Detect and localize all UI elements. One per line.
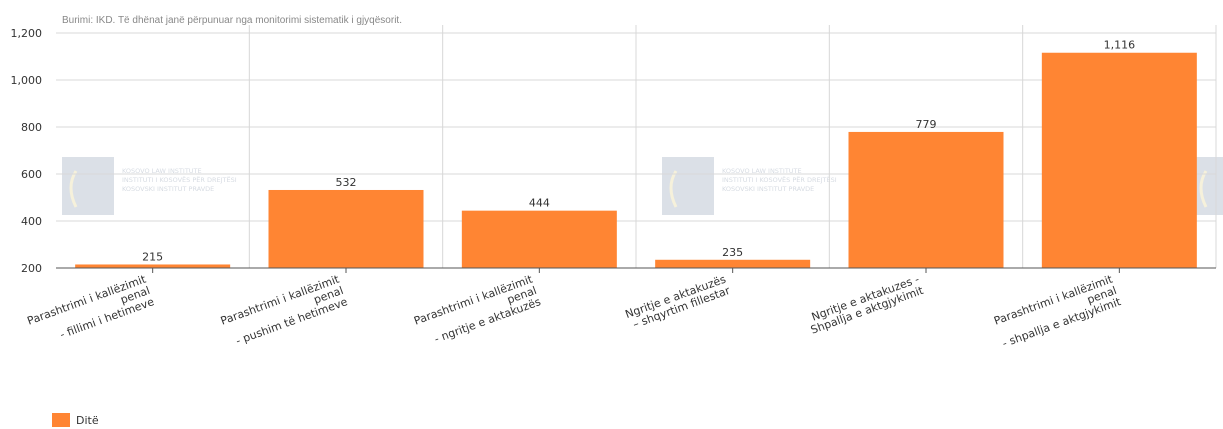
data-labels: 215 532 444 235 779 1,116	[142, 39, 1135, 264]
data-label: 779	[916, 118, 937, 131]
y-tick-label: 1,000	[11, 74, 43, 87]
data-label: 215	[142, 250, 163, 263]
legend[interactable]: Ditë	[52, 413, 99, 427]
watermark-text: INSTITUTI I KOSOVËS PËR DREJTËSI	[122, 175, 237, 184]
data-label: 532	[336, 176, 357, 189]
bar[interactable]	[75, 264, 231, 268]
data-label: 444	[529, 197, 550, 210]
bar[interactable]	[268, 189, 424, 268]
x-tick-label: Ngritje e aktakuzes -Shpallja e aktgjyki…	[805, 272, 926, 336]
watermark-text: KOSOVSKI INSTITUT PRAVDE	[122, 185, 214, 193]
data-label: 235	[722, 246, 743, 259]
y-tick-label: 800	[21, 121, 42, 134]
bar[interactable]	[461, 210, 617, 268]
watermark-text: KOSOVO LAW INSTITUTE	[722, 167, 802, 175]
x-tick-label: Parashtrimi i kallëzimitpenal- shpallja …	[992, 272, 1123, 350]
bar[interactable]	[1041, 52, 1197, 268]
legend-swatch	[52, 413, 70, 427]
y-tick-label: 600	[21, 168, 42, 181]
watermark-text: KOSOVSKI INSTITUT PRAVDE	[722, 185, 814, 193]
x-tick-label: Parashtrimi i kallëzimitpenal- pushim të…	[219, 272, 350, 350]
bars	[75, 52, 1197, 268]
bar[interactable]	[655, 259, 811, 268]
watermark-text: KOSOVO LAW INSTITUTE	[122, 167, 202, 175]
x-tick-label: Parashtrimi i kallëzimitpenal- fillimi i…	[26, 272, 157, 350]
y-tick-label: 400	[21, 215, 42, 228]
legend-label: Ditë	[76, 413, 99, 427]
data-label: 1,116	[1104, 39, 1136, 52]
y-tick-label: 200	[21, 262, 42, 275]
y-axis-ticks: 200 400 600 800 1,000 1,200	[11, 27, 43, 275]
x-axis-ticks: Parashtrimi i kallëzimitpenal- fillimi i…	[26, 268, 1123, 350]
y-tick-label: 1,200	[11, 27, 43, 40]
watermark-text: INSTITUTI I KOSOVËS PËR DREJTËSI	[722, 175, 837, 184]
watermark-logo	[1192, 157, 1223, 215]
source-note: Burimi: IKD. Të dhënat janë përpunuar ng…	[62, 15, 402, 26]
x-tick-label: Parashtrimi i kallëzimitpenal- ngritje e…	[412, 272, 543, 350]
x-tick-label: Ngritje e aktakuzës– shqyrtim fillestar	[624, 272, 733, 332]
bar[interactable]	[848, 131, 1004, 268]
gridlines	[56, 25, 1217, 268]
